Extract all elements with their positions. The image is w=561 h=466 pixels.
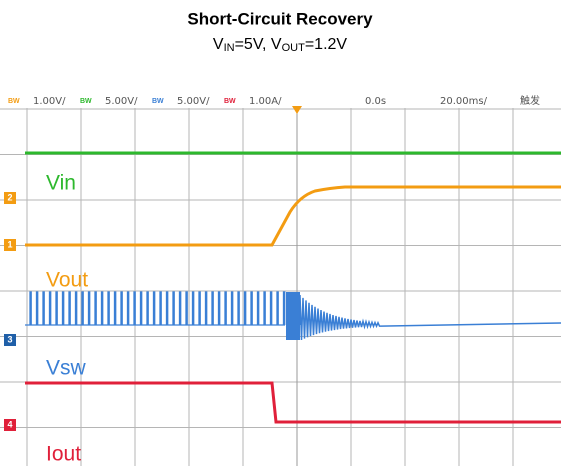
- channel-tag: BW: [152, 98, 164, 105]
- channel-marker: [4, 334, 16, 346]
- channel-marker: [4, 419, 16, 431]
- channel-tag: BW: [8, 98, 20, 105]
- timebase: 20.00ms/: [440, 96, 488, 107]
- subtitle-sub: IN: [224, 42, 235, 54]
- grid: [0, 108, 561, 466]
- trace-label: Vin: [46, 172, 76, 195]
- subtitle-sub: OUT: [282, 42, 306, 54]
- channel-scale: 1.00V/: [33, 96, 66, 107]
- channel-marker: [4, 239, 16, 251]
- trace: [25, 291, 286, 326]
- trace: [299, 294, 561, 341]
- subtitle-part: =1.2V: [305, 36, 348, 53]
- channel-marker: [4, 192, 16, 204]
- trigger: 触发: [520, 94, 540, 107]
- channel-marker-label: 1: [7, 239, 12, 249]
- trace-label: Vout: [46, 269, 88, 292]
- channel-marker-label: 3: [7, 334, 12, 344]
- channel-marker-label: 2: [7, 192, 12, 202]
- channel-tag: BW: [80, 98, 92, 105]
- trace-label: Iout: [46, 443, 81, 466]
- channel-scale: 1.00A/: [249, 96, 282, 107]
- trace: [25, 185, 561, 247]
- channel-tag: BW: [224, 98, 236, 105]
- subtitle-part: =5V, V: [235, 36, 282, 53]
- title: Short-Circuit Recovery: [187, 9, 373, 28]
- scope-header: BW 1.00V/BW 5.00V/BW 5.00V/BW 1.00A/0.0s 20.0…: [8, 94, 540, 114]
- trace: [25, 381, 561, 424]
- channel-scale: 5.00V/: [177, 96, 210, 107]
- subtitle: VIN=5V, VOUT=1.2V: [213, 36, 348, 54]
- subtitle-part: V: [213, 36, 224, 53]
- trace-label: Vsw: [46, 357, 87, 380]
- trace-burst: [286, 292, 300, 340]
- waveforms: 2 1 3 4 Vin Vout Vsw Iout: [4, 151, 561, 466]
- delay: 0.0s: [365, 96, 386, 107]
- trigger-marker: [292, 106, 302, 114]
- channel-scale: 5.00V/: [105, 96, 138, 107]
- channel-marker-label: 4: [7, 419, 12, 429]
